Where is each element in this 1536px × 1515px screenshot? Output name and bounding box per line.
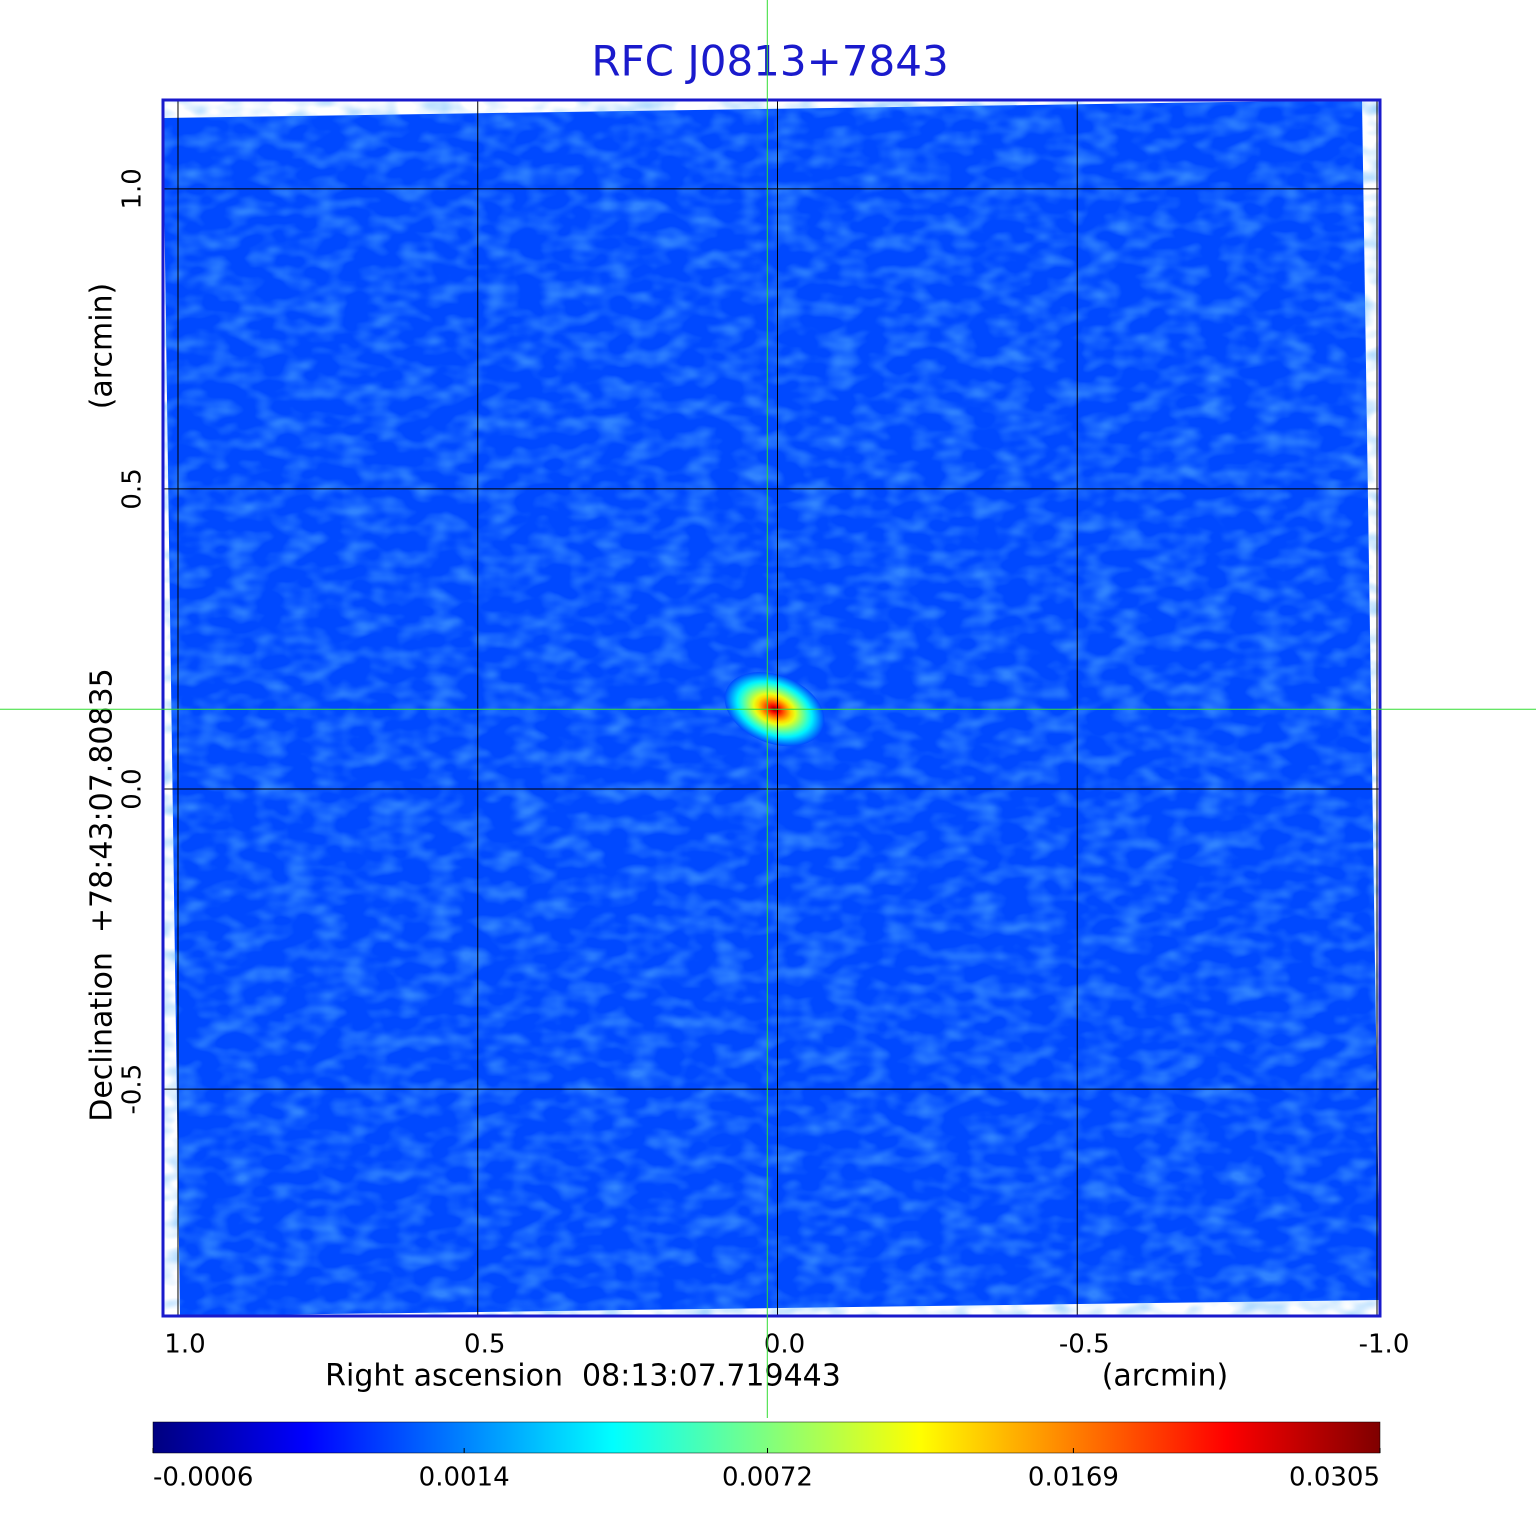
x-axis-label: Right ascension 08:13:07.719443 (325, 1359, 841, 1394)
colorbar-tick-label: 0.0014 (419, 1463, 510, 1493)
x-tick-label: -1.0 (1359, 1330, 1410, 1360)
x-tick-label: -0.5 (1059, 1330, 1110, 1360)
y-tick-label: 1.0 (118, 168, 148, 209)
colorbar-tick-label: 0.0305 (1289, 1463, 1380, 1493)
y-tick-label: -0.5 (118, 1064, 148, 1115)
x-axis-unit: (arcmin) (1102, 1359, 1229, 1394)
x-tick-label: 1.0 (164, 1330, 205, 1360)
plot-frame (161, 98, 1382, 1318)
colorbar-tick-label: 0.0072 (722, 1463, 813, 1493)
y-axis-label: Declination +78:43:07.80835 (85, 668, 120, 1122)
y-tick-label: 0.0 (118, 768, 148, 809)
colorbar (152, 1421, 1381, 1454)
chart-title: RFC J0813+7843 (591, 37, 948, 86)
colorbar-tick-label: -0.0006 (153, 1463, 253, 1493)
y-axis-unit: (arcmin) (85, 283, 120, 410)
y-tick-label: 0.5 (118, 468, 148, 509)
x-tick-label: 0.0 (764, 1330, 805, 1360)
x-tick-label: 0.5 (464, 1330, 505, 1360)
colorbar-tick-label: 0.0169 (1028, 1463, 1119, 1493)
